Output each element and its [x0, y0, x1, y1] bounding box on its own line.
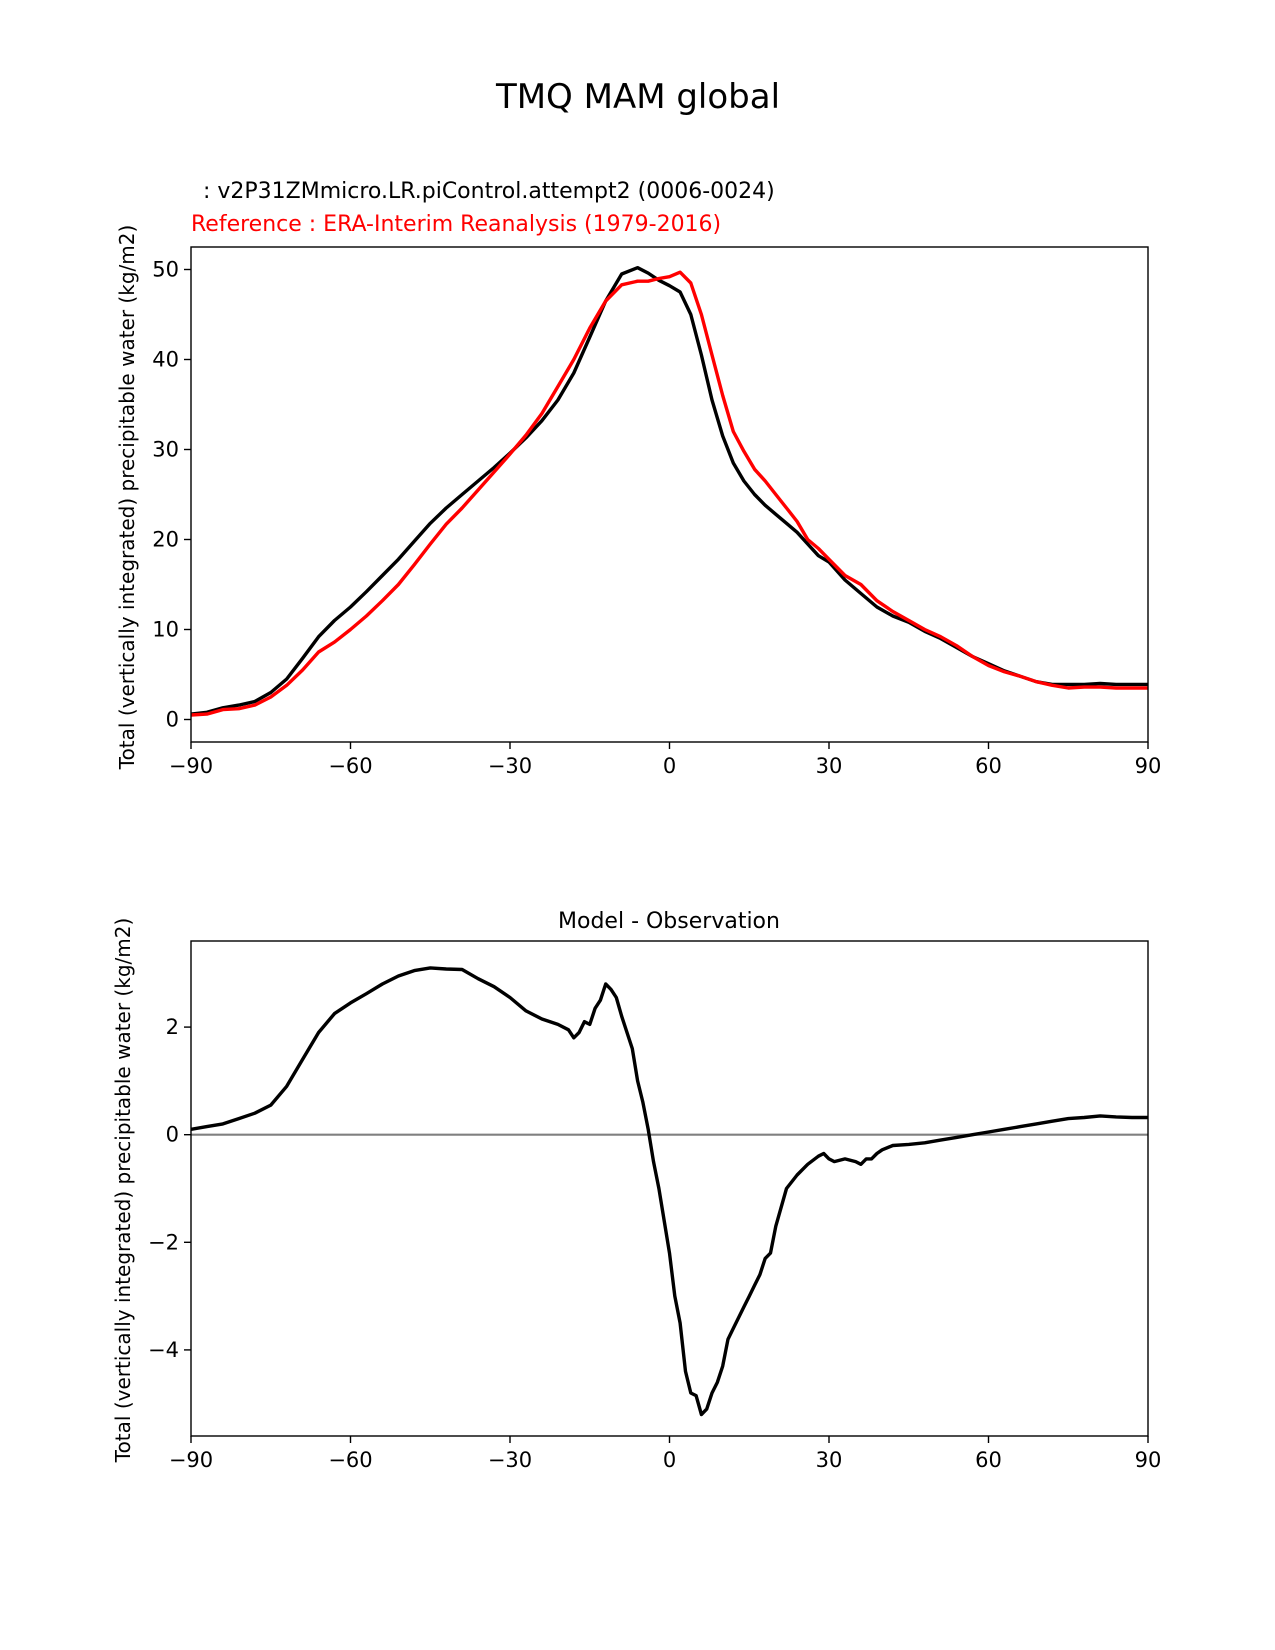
bottom-ytick-label: 0 [166, 1123, 179, 1147]
top-xtick-label: 90 [1135, 754, 1162, 778]
bottom-title: Model - Observation [558, 909, 780, 934]
top-ytick-label: 30 [152, 438, 179, 462]
top-xtick-label: 60 [975, 754, 1002, 778]
top-ytick-label: 20 [152, 528, 179, 552]
top-ylabel: Total (vertically integrated) precipitab… [115, 225, 139, 771]
bottom-ytick-label: 2 [166, 1015, 179, 1039]
top-xtick-label: 30 [816, 754, 843, 778]
top-xtick-label: −90 [169, 754, 213, 778]
top-xtick-label: −60 [328, 754, 372, 778]
top-reference-label: Reference : ERA-Interim Reanalysis (1979… [191, 212, 721, 237]
top-ytick-label: 10 [152, 618, 179, 642]
bottom-xtick-label: 30 [816, 1448, 843, 1472]
figure-title: TMQ MAM global [495, 77, 780, 117]
bottom-ylabel: Total (vertically integrated) precipitab… [111, 918, 135, 1464]
bottom-ytick-label: −4 [148, 1338, 179, 1362]
top-panel: : v2P31ZMmicro.LR.piControl.attempt2 (00… [115, 179, 1161, 778]
top-xtick-label: −30 [488, 754, 532, 778]
bottom-xtick-label: −90 [169, 1448, 213, 1472]
bottom-ytick-label: −2 [148, 1230, 179, 1254]
bottom-series-model-observation-line [191, 966, 1148, 1417]
bottom-xtick-label: 0 [663, 1448, 676, 1472]
bottom-panel: Model - Observation Total (vertically in… [111, 909, 1161, 1472]
bottom-xtick-label: −30 [488, 1448, 532, 1472]
top-xtick-label: 0 [663, 754, 676, 778]
top-series-reference-line [191, 270, 1148, 717]
top-ytick-label: 50 [152, 258, 179, 282]
bottom-xtick-label: 60 [975, 1448, 1002, 1472]
top-ytick-label: 40 [152, 348, 179, 372]
bottom-xtick-label: −60 [328, 1448, 372, 1472]
top-model-label: : v2P31ZMmicro.LR.piControl.attempt2 (00… [196, 179, 775, 204]
top-plot-area: −90 −60 −30 0 30 60 90 0 10 20 30 40 50 [152, 246, 1162, 778]
top-ytick-label: 0 [166, 708, 179, 732]
bottom-plot-area: −90 −60 −30 0 30 60 90 −4 −2 0 2 [148, 940, 1162, 1472]
bottom-xtick-label: 90 [1135, 1448, 1162, 1472]
